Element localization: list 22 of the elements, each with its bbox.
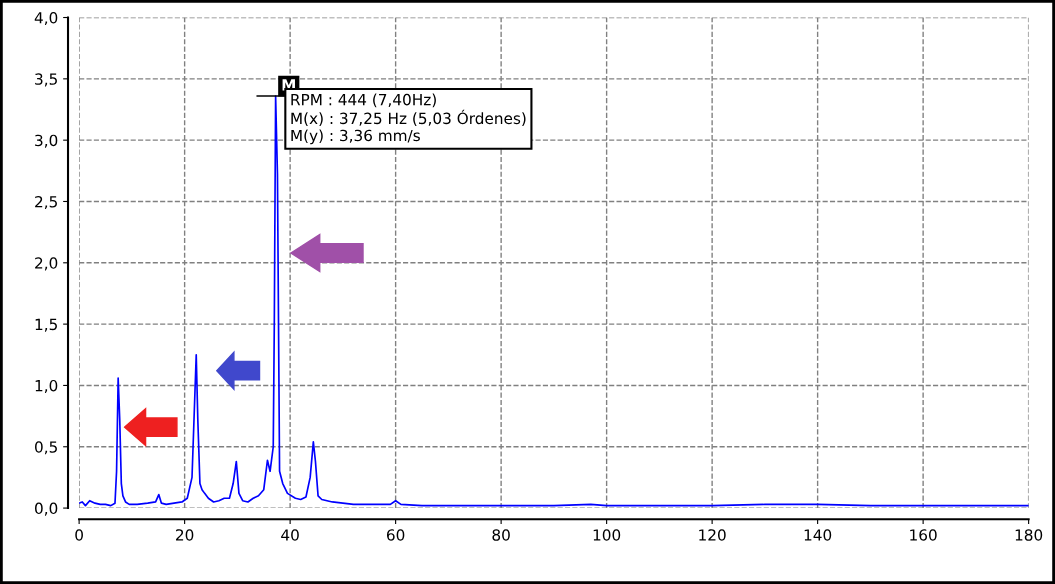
y-tick-label: 1,0 bbox=[35, 379, 58, 394]
y-tick-label: 1,5 bbox=[35, 318, 57, 332]
y-tick-label: 3,0 bbox=[35, 134, 58, 148]
x-tick-label: 120 bbox=[699, 529, 726, 541]
annotation: M(y) : 3,36 mm/s bbox=[291, 129, 420, 145]
x-tick-label: 180 bbox=[1015, 529, 1043, 541]
annotation: M(x) : 37,25 Hz (5,03 Órdenes) bbox=[291, 109, 526, 126]
y-tick-label: 2,5 bbox=[35, 195, 57, 210]
x-tick-label: 40 bbox=[281, 529, 299, 541]
x-tick-label: 100 bbox=[593, 529, 621, 541]
y-tick-label: 0,0 bbox=[35, 502, 58, 516]
y-tick-label: 3,5 bbox=[35, 73, 57, 87]
x-tick-label: 160 bbox=[910, 529, 937, 541]
y-tick-label: 0,5 bbox=[35, 441, 57, 455]
y-tick-label: 4,0 bbox=[34, 11, 58, 26]
y-tick-label: 2,0 bbox=[35, 257, 58, 271]
x-tick-label: 140 bbox=[804, 529, 832, 541]
x-tick-label: 20 bbox=[176, 529, 194, 541]
annotation: RPM : 444 (7,40Hz) bbox=[291, 93, 436, 108]
x-tick-label: 60 bbox=[386, 529, 405, 541]
x-tick-label: 0 bbox=[75, 529, 83, 541]
x-tick-label: 80 bbox=[492, 529, 510, 541]
